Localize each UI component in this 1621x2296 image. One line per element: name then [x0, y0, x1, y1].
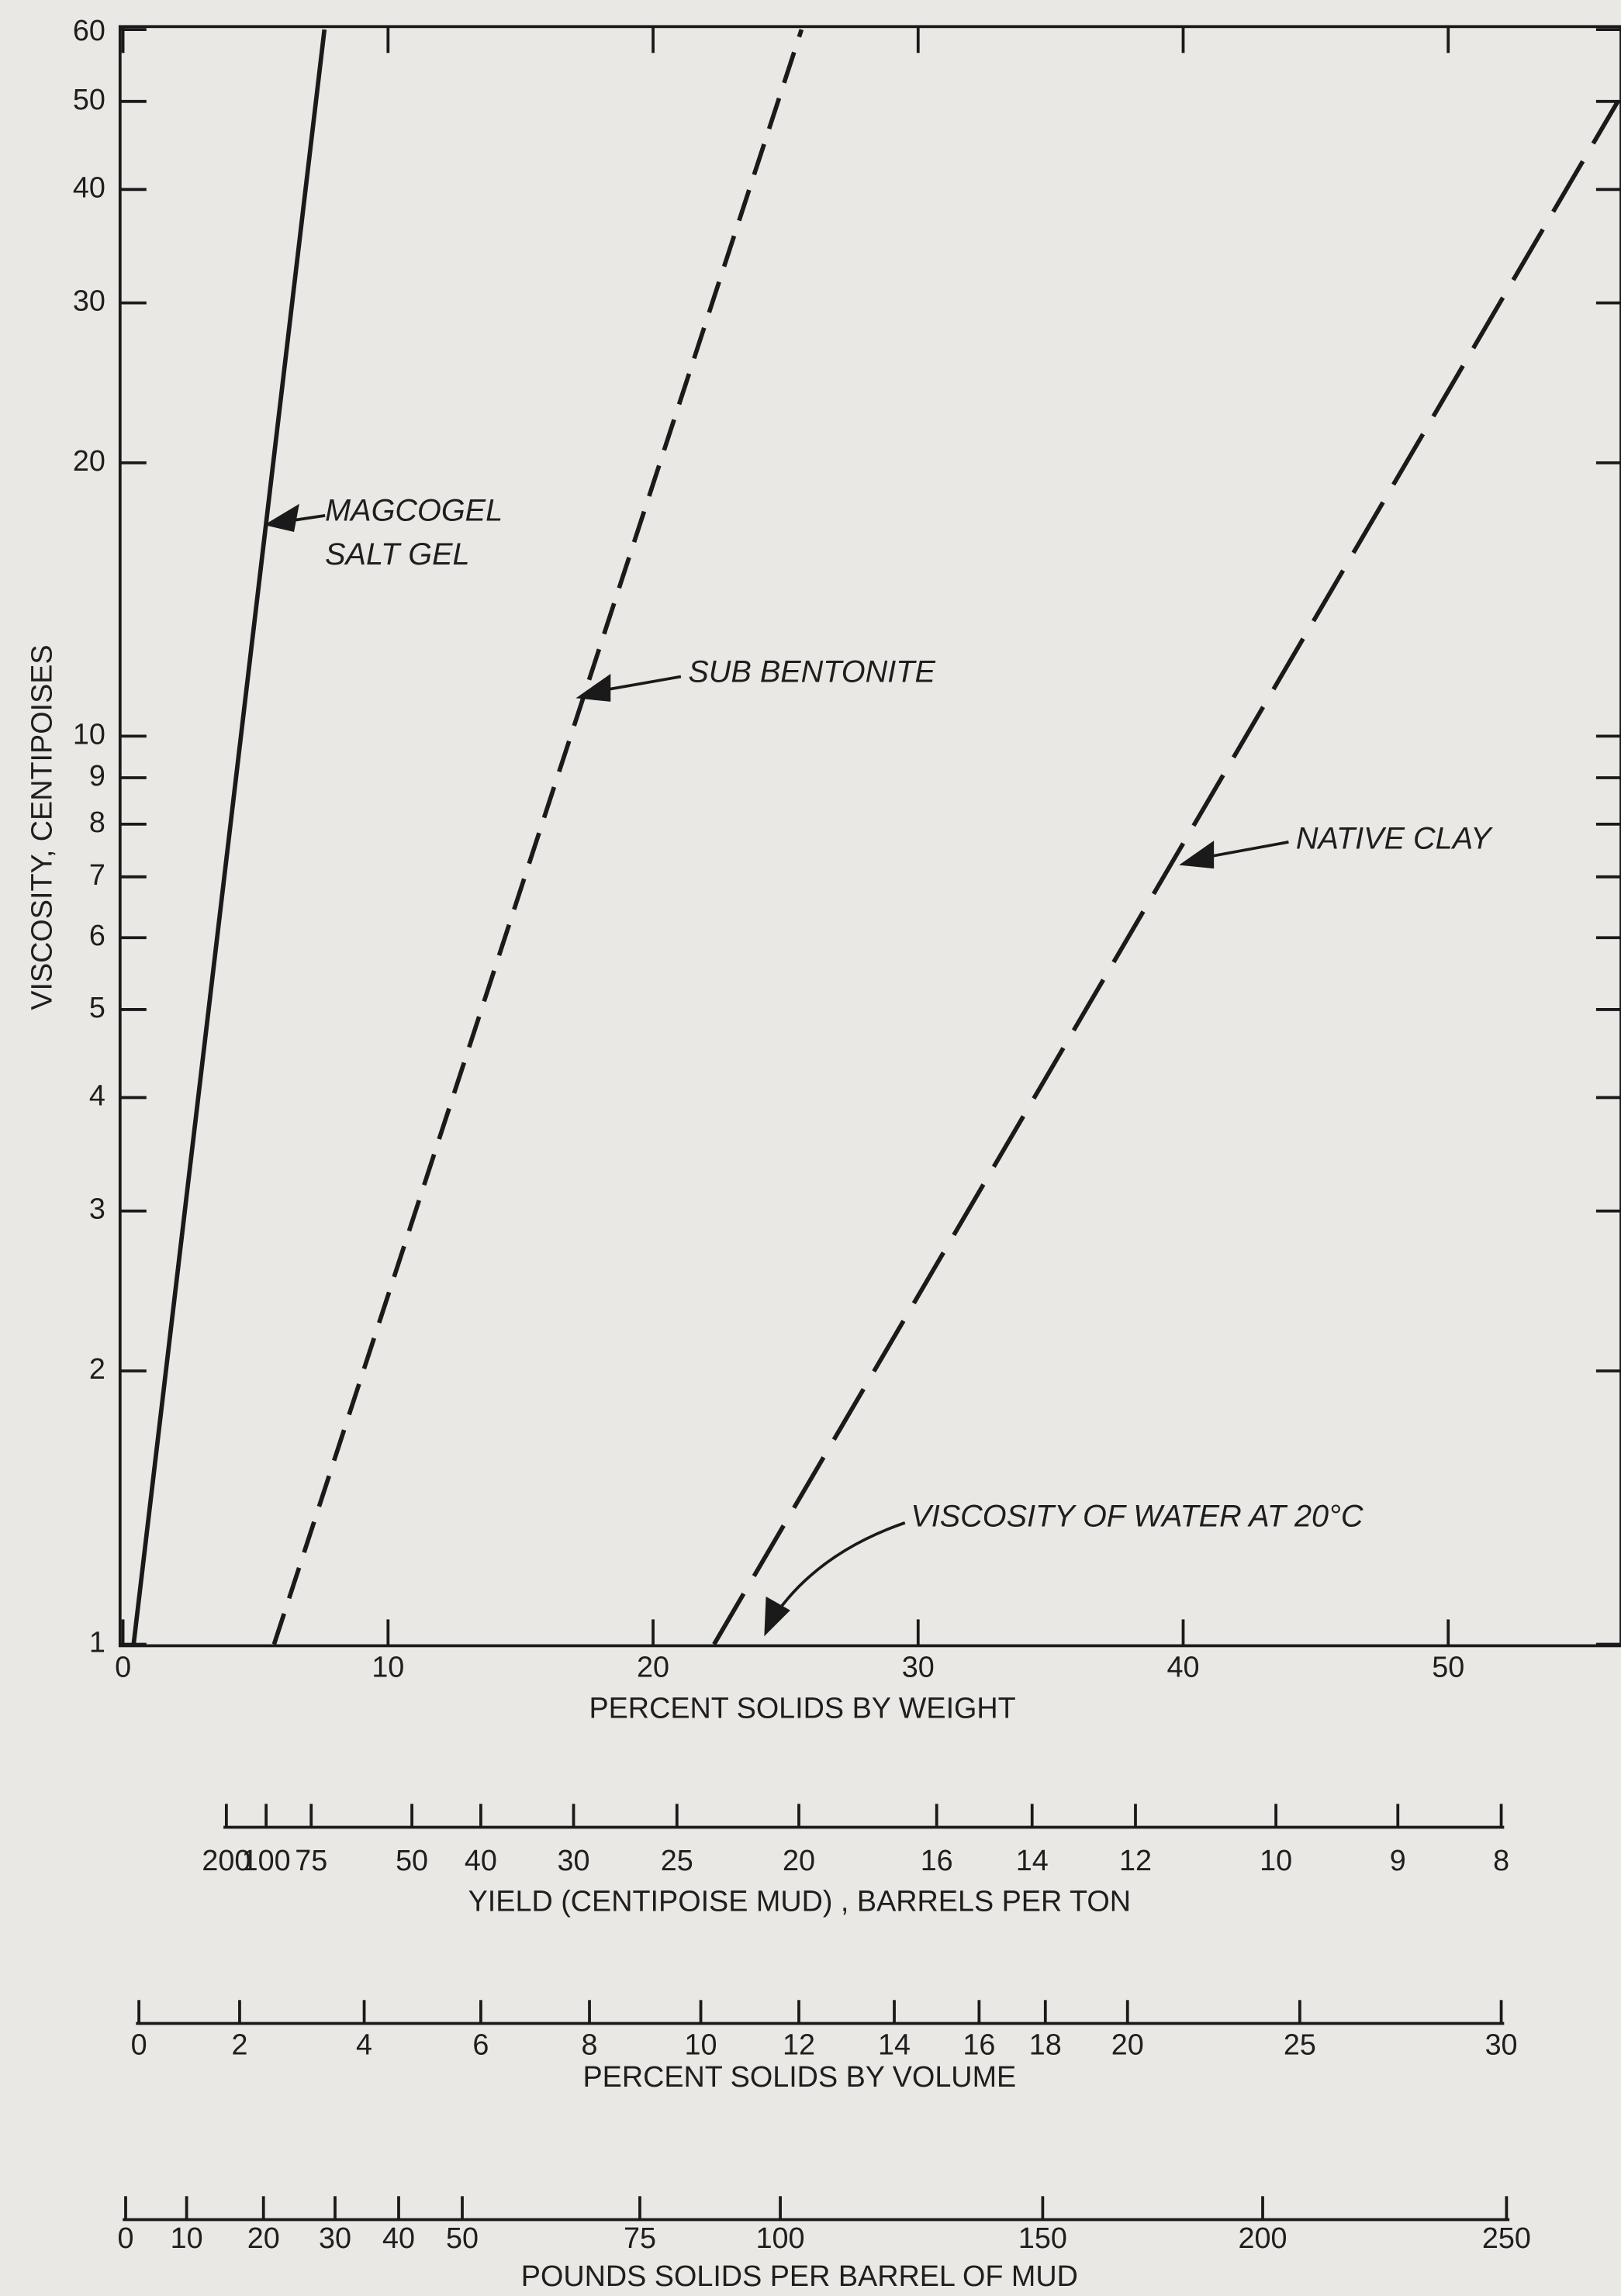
scale-tick-label: 25 [1284, 2028, 1316, 2061]
y-tick-label: 3 [89, 1193, 105, 1225]
scale-tick-label: 100 [242, 1844, 291, 1877]
scale-tick-label: 30 [558, 1844, 590, 1877]
y-tick-label: 6 [89, 919, 105, 951]
annotation: SUB BENTONITE [688, 654, 935, 689]
x-tick-label: 20 [637, 1651, 669, 1683]
y-tick-label: 7 [89, 858, 105, 891]
scale-title: PERCENT SOLIDS BY VOLUME [582, 2060, 1016, 2093]
x-tick-label: 40 [1166, 1651, 1199, 1683]
y-tick-label: 30 [73, 285, 105, 317]
series-line [712, 100, 1620, 1645]
y-tick-label: 8 [89, 806, 105, 838]
annotation: VISCOSITY OF WATER AT 20°C [911, 1500, 1364, 1534]
scale-tick-label: 50 [396, 1844, 428, 1877]
x-tick-label: 0 [115, 1651, 131, 1683]
scale-tick-label: 4 [356, 2028, 372, 2061]
scale-tick-label: 0 [131, 2028, 147, 2061]
scale-tick-label: 75 [624, 2222, 656, 2254]
scale-tick-label: 2 [231, 2028, 247, 2061]
y-tick-label: 1 [89, 1625, 105, 1658]
scale-tick-label: 0 [118, 2222, 134, 2254]
y-tick-label: 20 [73, 444, 105, 477]
scale-tick-label: 14 [1016, 1844, 1049, 1877]
scale-tick-label: 16 [963, 2028, 995, 2061]
scale-tick-label: 20 [247, 2222, 280, 2254]
scale-tick-label: 16 [921, 1844, 953, 1877]
scale-tick-label: 10 [1260, 1844, 1292, 1877]
y-tick-label: 40 [73, 171, 105, 203]
scale-tick-label: 9 [1390, 1844, 1406, 1877]
x-tick-label: 30 [902, 1651, 935, 1683]
scale-tick-label: 75 [295, 1844, 327, 1877]
series-line [271, 29, 804, 1645]
series-line [131, 29, 327, 1645]
scale-tick-label: 20 [783, 1844, 815, 1877]
scale-tick-label: 18 [1029, 2028, 1062, 2061]
scale-tick-label: 150 [1018, 2222, 1067, 2254]
annotation: SALT GEL [325, 537, 469, 571]
y-tick-label: 5 [89, 991, 105, 1024]
scale-tick-label: 12 [1119, 1844, 1152, 1877]
scale-tick-label: 200 [1239, 2222, 1287, 2254]
scale-tick-label: 8 [1493, 1844, 1509, 1877]
scale-tick-label: 25 [661, 1844, 693, 1877]
y-axis-label: VISCOSITY, CENTIPOISES [26, 644, 58, 1010]
y-tick-label: 10 [73, 717, 105, 750]
scale-tick-label: 40 [465, 1844, 497, 1877]
scale-tick-label: 20 [1111, 2028, 1144, 2061]
plot-frame [118, 25, 1621, 1648]
x-tick-label: 10 [372, 1651, 404, 1683]
scale-tick-label: 8 [582, 2028, 598, 2061]
x-axis-label: PERCENT SOLIDS BY WEIGHT [589, 1691, 1015, 1724]
scale-tick-label: 14 [878, 2028, 911, 2061]
y-tick-label: 4 [89, 1079, 105, 1111]
scale-tick-label: 30 [319, 2222, 351, 2254]
scale-tick-label: 12 [783, 2028, 815, 2061]
scale-tick-label: 50 [446, 2222, 479, 2254]
x-tick-label: 50 [1432, 1651, 1464, 1683]
scale-tick-label: 40 [382, 2222, 415, 2254]
y-tick-label: 50 [73, 83, 105, 116]
scale-tick-label: 10 [685, 2028, 717, 2061]
scale-tick-label: 100 [756, 2222, 805, 2254]
scale-tick-label: 200 [202, 1844, 251, 1877]
scale-title: POUNDS SOLIDS PER BARREL OF MUD [521, 2260, 1078, 2292]
scale-tick-label: 6 [472, 2028, 489, 2061]
annotation: NATIVE CLAY [1296, 821, 1493, 855]
scale-title: YIELD (CENTIPOISE MUD) , BARRELS PER TON [468, 1885, 1131, 1918]
arrows [264, 503, 1289, 1637]
annotation: MAGCOGEL [325, 494, 503, 528]
y-tick-label: 60 [73, 14, 105, 47]
y-tick-label: 2 [89, 1352, 105, 1385]
scale-tick-label: 30 [1485, 2028, 1518, 2061]
scale-tick-label: 10 [171, 2222, 203, 2254]
scale-tick-label: 250 [1482, 2222, 1531, 2254]
y-tick-label: 9 [89, 759, 105, 792]
